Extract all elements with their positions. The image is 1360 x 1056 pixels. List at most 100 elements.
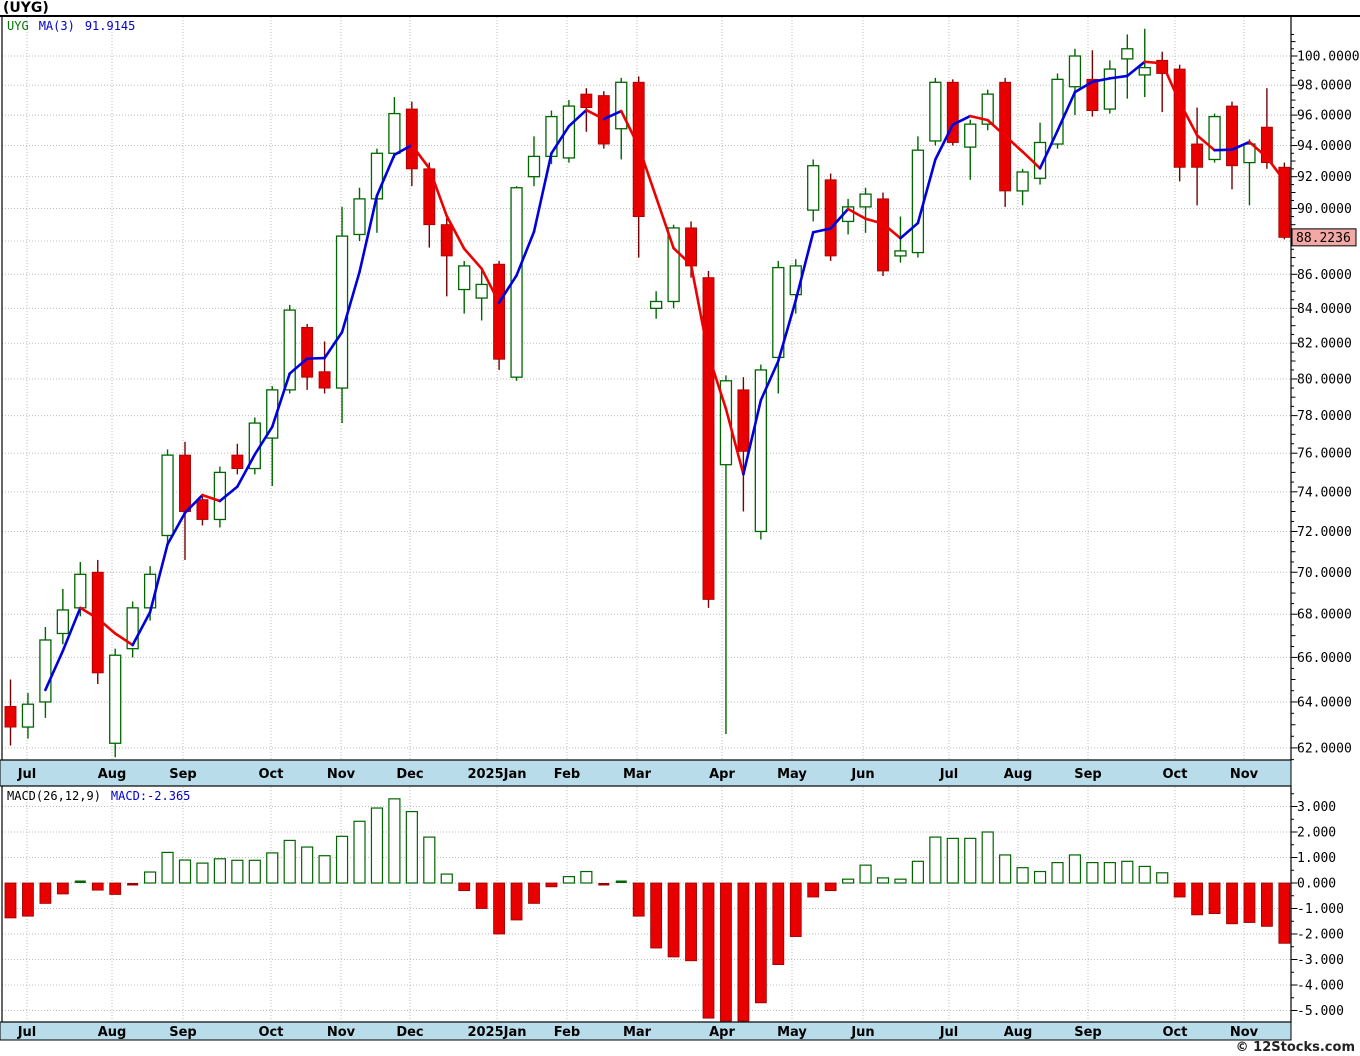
ma-label: MA(3) — [38, 19, 75, 33]
ma3-line-segment — [44, 649, 65, 692]
macd-bar-negative — [39, 882, 52, 904]
last-price-tag-box — [1291, 228, 1357, 247]
macd-bar-positive — [283, 839, 296, 884]
ma3-line-segment — [1073, 80, 1094, 94]
ma3-line-segment — [480, 267, 501, 304]
ma3-line-segment — [183, 493, 204, 515]
last-price-tag: 88.2236 — [1291, 228, 1357, 247]
candle-up — [21, 703, 35, 728]
month-label: Dec — [396, 1025, 423, 1040]
macd-bar-positive — [1086, 861, 1099, 884]
candle-down — [1260, 126, 1273, 164]
ma3-line-segment — [619, 109, 641, 148]
macd-bar-positive — [1068, 854, 1082, 884]
ma3-line-segment — [201, 493, 222, 503]
ma3-line-segment — [724, 407, 745, 476]
month-label: Nov — [1230, 767, 1259, 782]
ma3-line-segment — [689, 263, 710, 357]
macd-bar-positive — [440, 873, 453, 884]
macd-bar-positive — [859, 864, 872, 884]
month-label: Mar — [623, 1025, 652, 1040]
ma3-line-segment — [1213, 148, 1234, 152]
macd-bar-negative — [789, 882, 802, 937]
ma3-line-segment — [585, 108, 606, 121]
candle-up — [859, 193, 872, 208]
month-label: Apr — [709, 767, 735, 782]
macd-bar-negative — [475, 882, 488, 909]
ma3-line-segment — [934, 123, 955, 161]
macd-bar-negative — [1243, 882, 1256, 923]
ma3-line-segment — [79, 606, 100, 620]
macd-axis-label: -3.000 — [1297, 953, 1344, 968]
candle-up — [458, 265, 471, 291]
macd-axis-label: -5.000 — [1297, 1004, 1344, 1019]
price-axis-label: 64.0000 — [1297, 695, 1352, 710]
macd-bar-positive — [248, 859, 261, 884]
candle-up — [475, 283, 488, 299]
ma3-line-segment — [759, 359, 780, 402]
ma3-line-segment — [393, 143, 414, 157]
ma3-line-segment — [113, 632, 134, 647]
macd-bar-positive — [1138, 865, 1151, 884]
macd-bar-positive — [370, 807, 384, 884]
candle-down — [824, 179, 837, 257]
macd-value-label: MACD:-2.365 — [110, 789, 191, 803]
candle-up — [911, 149, 925, 254]
macd-bar-negative — [632, 882, 645, 917]
macd-bar-negative — [685, 882, 697, 962]
ma3-line-segment — [236, 453, 257, 488]
macd-bar-negative — [667, 882, 680, 958]
month-label: Feb — [554, 767, 580, 782]
price-axis-label: 74.0000 — [1297, 485, 1352, 500]
ma3-line-segment — [166, 511, 187, 546]
month-label: Feb — [554, 1025, 580, 1040]
candle-up — [754, 369, 767, 533]
candle-up — [615, 81, 628, 130]
ticker-symbol-label: UYG — [7, 19, 29, 33]
macd-axis-label: 0.000 — [1297, 877, 1336, 892]
macd-axis-label: -2.000 — [1297, 928, 1344, 943]
candle-up — [126, 607, 139, 650]
macd-bar — [74, 880, 86, 883]
ma3-line-segment — [951, 114, 972, 126]
candle-up — [527, 155, 541, 178]
month-label: Apr — [709, 1025, 735, 1040]
price-axis-label: 94.0000 — [1297, 139, 1352, 154]
ma3-line-segment — [305, 356, 326, 360]
candle-up — [1138, 66, 1151, 76]
ma3-line-segment — [968, 114, 990, 122]
ma3-line-segment — [148, 542, 169, 614]
candle-down — [493, 263, 506, 360]
ma3-line-segment — [567, 108, 588, 128]
price-axis-label: 82.0000 — [1297, 337, 1352, 352]
candle-down — [318, 371, 331, 389]
ma3-line-segment — [794, 230, 815, 302]
ma3-line-segment — [986, 118, 1007, 138]
month-label: Jun — [850, 767, 874, 782]
macd-bar-negative — [4, 882, 17, 919]
candle-up — [1068, 55, 1082, 88]
candle-up — [562, 105, 576, 159]
month-label: Oct — [259, 1025, 284, 1040]
macd-bar-positive — [580, 870, 593, 884]
generated-chart-layers: 100.0000 98.0000 96.0000 94.0000 92.0000 90.0… — [0, 15, 1360, 1041]
macd-bar-positive — [196, 862, 209, 884]
candle-up — [894, 250, 907, 257]
price-axis-label: 70.0000 — [1297, 566, 1352, 581]
candle-down — [231, 454, 244, 469]
macd-bar-positive — [562, 876, 576, 884]
ma3-line-segment — [497, 274, 518, 304]
candle-down — [440, 224, 453, 257]
price-legend: UYG MA(3) 91.9145 — [7, 19, 135, 33]
candle-down — [4, 706, 17, 728]
ma3-line-segment — [1056, 90, 1077, 133]
month-label: Aug — [1004, 1025, 1033, 1040]
month-label: Oct — [1163, 1025, 1188, 1040]
month-label: Oct — [259, 767, 284, 782]
last-price-tag-label: 88.2236 — [1296, 231, 1351, 246]
candle-down — [1226, 105, 1238, 167]
price-axis-label: 72.0000 — [1297, 525, 1352, 540]
price-axis-label: 100.0000 — [1297, 50, 1360, 65]
macd-bar-positive — [1156, 872, 1169, 884]
